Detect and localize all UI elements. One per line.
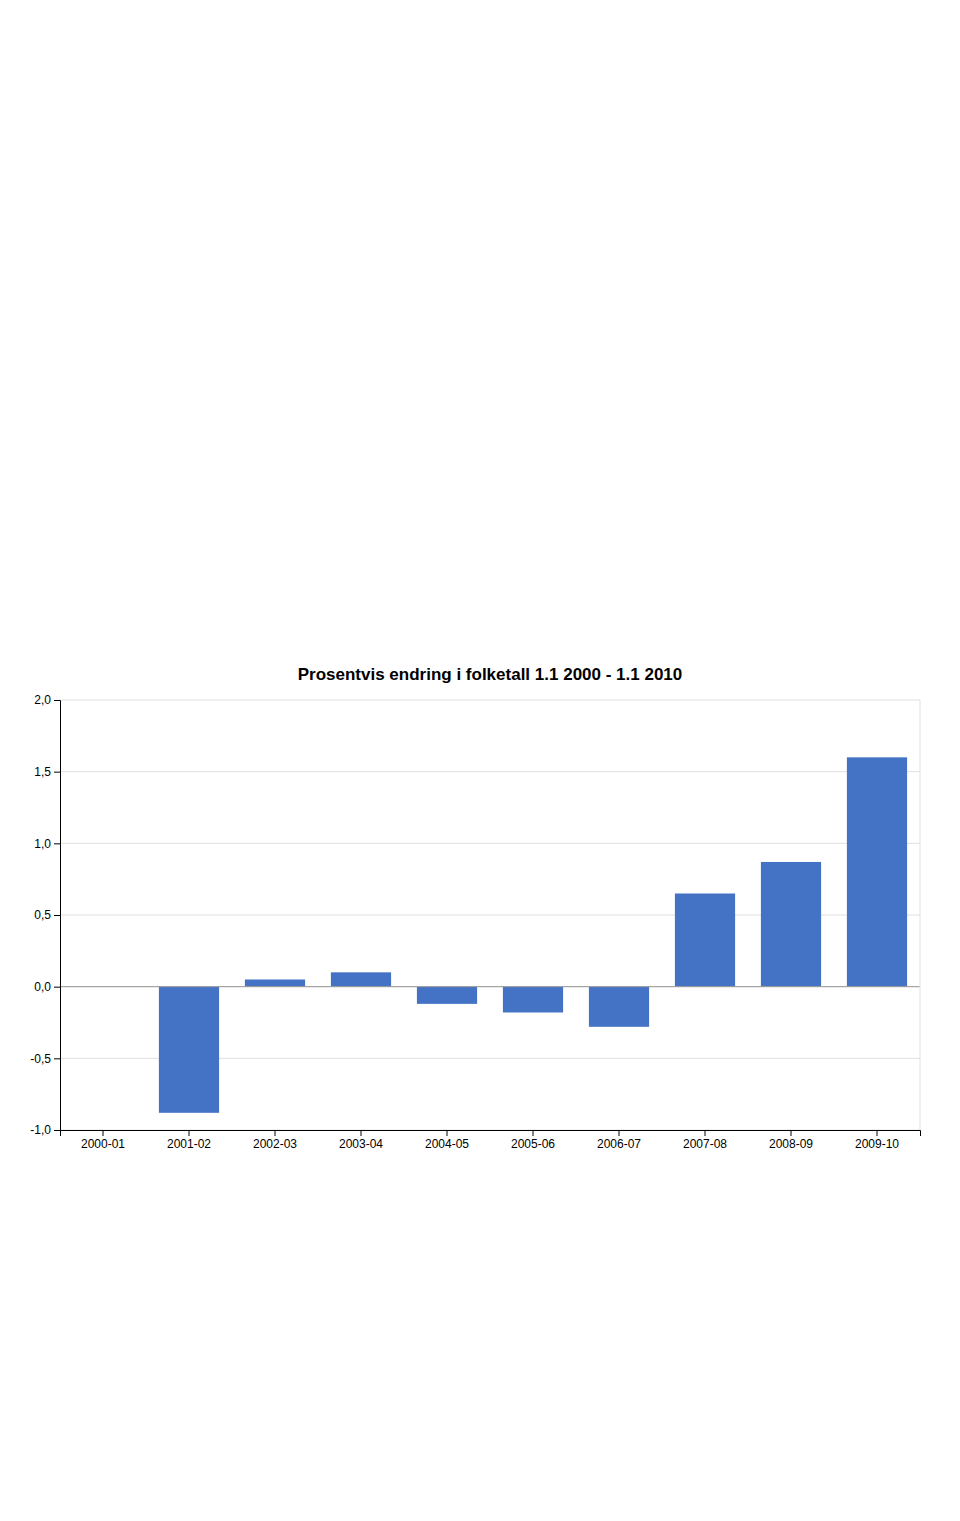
y-tick: -1,0 bbox=[30, 1123, 60, 1137]
x-tick: 2008-09 bbox=[769, 1130, 813, 1151]
tick-label: 2002-03 bbox=[253, 1137, 297, 1151]
tick-mark bbox=[619, 1130, 620, 1136]
tick-mark bbox=[877, 1130, 878, 1136]
tick-mark bbox=[54, 1130, 60, 1131]
x-tick: 2005-06 bbox=[511, 1130, 555, 1151]
y-tick: 0,5 bbox=[34, 908, 60, 922]
tick-label: 1,0 bbox=[34, 837, 51, 851]
tick-label: 2008-09 bbox=[769, 1137, 813, 1151]
bar bbox=[847, 757, 907, 986]
x-tick: 2000-01 bbox=[81, 1130, 125, 1151]
tick-mark bbox=[447, 1130, 448, 1136]
grid-line bbox=[60, 771, 920, 772]
tick-label: 1,5 bbox=[34, 765, 51, 779]
bar bbox=[331, 972, 391, 986]
bar bbox=[245, 980, 305, 987]
tick-mark bbox=[54, 700, 60, 701]
axis-line bbox=[54, 701, 61, 1131]
y-tick: 1,0 bbox=[34, 837, 60, 851]
tick-mark bbox=[361, 1130, 362, 1136]
y-tick: 2,0 bbox=[34, 693, 60, 707]
tick-mark bbox=[533, 1130, 534, 1136]
title: Prosentvis endring i folketall 1.1 2000 … bbox=[298, 665, 683, 684]
tick-mark bbox=[791, 1130, 792, 1136]
tick-label: -0,5 bbox=[30, 1052, 51, 1066]
plot: -1,0-0,50,00,51,01,52,02000-012001-02200… bbox=[30, 693, 920, 1150]
tick-mark bbox=[103, 1130, 104, 1136]
bar bbox=[761, 862, 821, 987]
bars bbox=[159, 757, 907, 1112]
y-tick: -0,5 bbox=[30, 1052, 60, 1066]
grid bbox=[60, 700, 920, 1130]
x-tick: 2007-08 bbox=[683, 1130, 727, 1151]
tick-label: 0,0 bbox=[34, 980, 51, 994]
bar bbox=[159, 987, 219, 1113]
tick-label: 2001-02 bbox=[167, 1137, 211, 1151]
tick-mark bbox=[54, 772, 60, 773]
tick-mark bbox=[54, 843, 60, 844]
x-tick: 2004-05 bbox=[425, 1130, 469, 1151]
tick-label: -1,0 bbox=[30, 1123, 51, 1137]
tick-mark bbox=[275, 1130, 276, 1136]
bar bbox=[417, 987, 477, 1004]
grid-line bbox=[60, 843, 920, 844]
tick-label: 2006-07 bbox=[597, 1137, 641, 1151]
bar bbox=[589, 987, 649, 1027]
bar bbox=[675, 894, 735, 987]
tick-mark bbox=[54, 1058, 60, 1059]
tick-label: 2,0 bbox=[34, 693, 51, 707]
y-tick: 0,0 bbox=[34, 980, 60, 994]
tick-mark bbox=[189, 1130, 190, 1136]
tick-label: 0,5 bbox=[34, 908, 51, 922]
tick-mark bbox=[54, 915, 60, 916]
tick-mark bbox=[54, 987, 60, 988]
tick-label: 2005-06 bbox=[511, 1137, 555, 1151]
tick-label: 2009-10 bbox=[855, 1137, 899, 1151]
x-tick: 2003-04 bbox=[339, 1130, 383, 1151]
grid-line bbox=[60, 986, 920, 987]
tick-label: 2003-04 bbox=[339, 1137, 383, 1151]
tick-label: 2000-01 bbox=[81, 1137, 125, 1151]
x-tick: 2006-07 bbox=[597, 1130, 641, 1151]
grid-line bbox=[60, 700, 920, 701]
axis-line bbox=[61, 1131, 921, 1137]
zero-line bbox=[60, 986, 920, 987]
bar bbox=[503, 987, 563, 1013]
chart: -1,0-0,50,00,51,01,52,02000-012001-02200… bbox=[0, 0, 960, 1521]
x-tick: 2002-03 bbox=[253, 1130, 297, 1151]
x-tick: 2001-02 bbox=[167, 1130, 211, 1151]
x-axis: 2000-01 2001-02 2002-03 2003-04 2004-05 2005-… bbox=[61, 1130, 921, 1151]
frame bbox=[920, 700, 921, 1130]
tick-label: 2007-08 bbox=[683, 1137, 727, 1151]
y-axis: -1,0 -0,5 0,0 0,5 1,0 1,5 2,0 bbox=[30, 693, 60, 1137]
tick-mark bbox=[705, 1130, 706, 1136]
y-tick: 1,5 bbox=[34, 765, 60, 779]
x-tick: 2009-10 bbox=[855, 1130, 899, 1151]
tick-label: 2004-05 bbox=[425, 1137, 469, 1151]
